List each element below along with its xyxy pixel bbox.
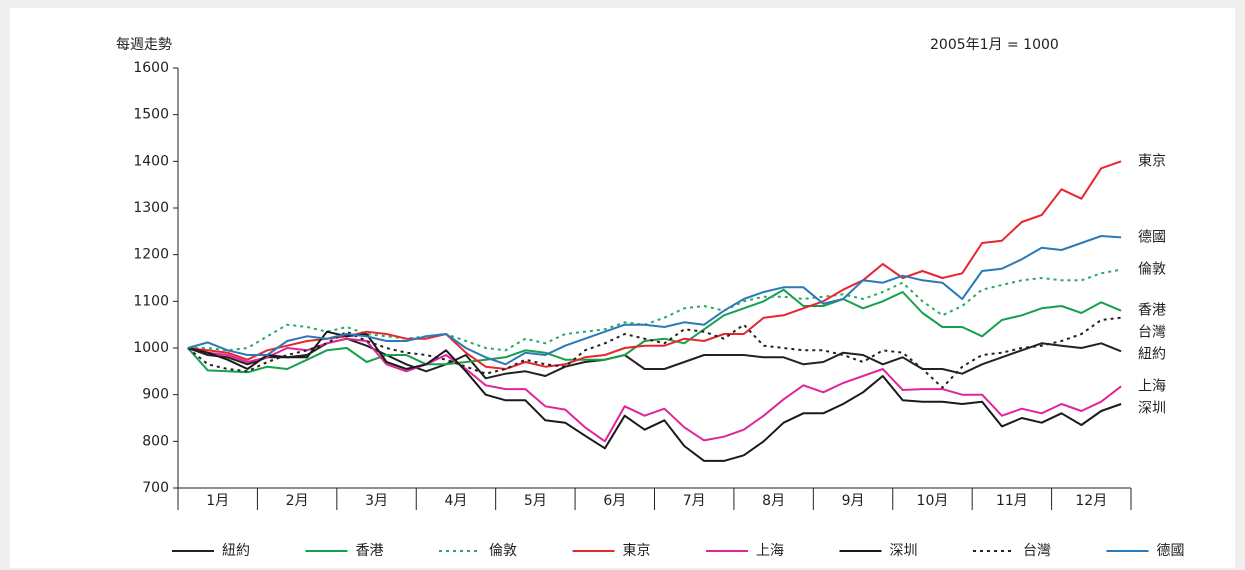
series-line (187, 268, 1122, 352)
end-label: 香港 (1138, 303, 1166, 319)
legend-label: 倫敦 (489, 543, 517, 559)
legend-label: 紐約 (222, 543, 250, 559)
y-tick-label: 1600 (133, 60, 169, 76)
end-label: 紐約 (1138, 347, 1166, 363)
x-tick-label: 11月 (996, 493, 1028, 509)
legend-label: 東京 (623, 543, 651, 559)
x-tick-label: 8月 (762, 493, 785, 509)
x-tick-label: 3月 (365, 493, 388, 509)
end-label: 德國 (1138, 229, 1166, 245)
y-tick-label: 700 (142, 480, 169, 496)
panel (10, 8, 1235, 568)
chart-title: 每週走勢 (116, 37, 172, 53)
end-label: 台灣 (1138, 325, 1166, 341)
x-tick-label: 10月 (917, 493, 949, 509)
y-tick-label: 1000 (133, 340, 169, 356)
x-tick-label: 5月 (524, 493, 547, 509)
end-label: 倫敦 (1138, 262, 1166, 278)
series-line (187, 160, 1122, 370)
legend-label: 德國 (1157, 543, 1185, 559)
y-tick-label: 1300 (133, 200, 169, 216)
x-tick-label: 7月 (683, 493, 706, 509)
legend-label: 深圳 (890, 543, 918, 559)
x-tick-label: 1月 (206, 493, 229, 509)
y-tick-label: 800 (142, 433, 169, 449)
x-tick-label: 4月 (444, 493, 467, 509)
x-tick-label: 2月 (286, 493, 309, 509)
series-line (187, 235, 1122, 366)
y-tick-label: 1100 (133, 293, 169, 309)
legend-label: 香港 (356, 543, 384, 559)
series-line (187, 316, 1122, 389)
series-line (187, 337, 1122, 443)
x-tick-label: 6月 (603, 493, 626, 509)
note: 2005年1月 = 1000 (930, 37, 1059, 53)
y-tick-label: 1500 (133, 107, 169, 123)
series-line (187, 288, 1122, 374)
y-tick-label: 900 (142, 387, 169, 403)
x-tick-label: 9月 (842, 493, 865, 509)
y-tick-label: 1200 (133, 247, 169, 263)
end-label: 東京 (1138, 153, 1166, 169)
end-label: 深圳 (1138, 400, 1166, 416)
x-tick-label: 12月 (1075, 493, 1107, 509)
legend-label: 台灣 (1023, 543, 1051, 559)
y-tick-label: 1400 (133, 153, 169, 169)
legend-label: 上海 (756, 543, 784, 559)
end-label: 上海 (1138, 378, 1166, 394)
